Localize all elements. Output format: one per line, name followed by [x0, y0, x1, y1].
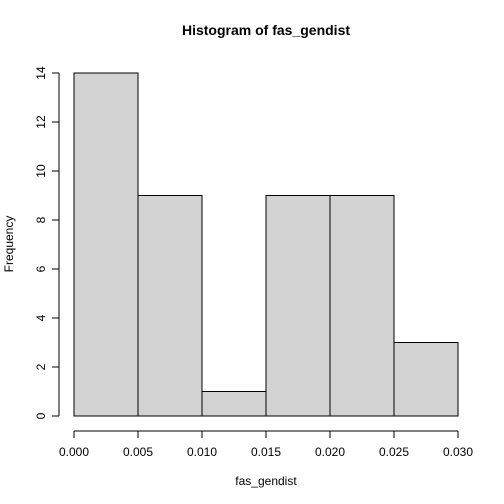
- y-tick-label: 6: [34, 265, 48, 272]
- y-tick-label: 10: [34, 164, 48, 178]
- histogram-bar: [137, 195, 203, 417]
- y-tick-label: 0: [34, 412, 48, 419]
- histogram-bar: [201, 391, 267, 417]
- x-tick-label: 0.030: [443, 445, 473, 459]
- histogram-bar: [265, 195, 331, 417]
- y-tick-label: 2: [34, 363, 48, 370]
- x-tick-label: 0.000: [59, 445, 89, 459]
- y-tick-label: 4: [34, 314, 48, 321]
- x-axis-label: fas_gendist: [235, 474, 297, 488]
- histogram-bar: [73, 72, 139, 417]
- x-tick-label: 0.005: [123, 445, 153, 459]
- x-tick-label: 0.025: [379, 445, 409, 459]
- x-tick-label: 0.020: [315, 445, 345, 459]
- y-tick-label: 8: [34, 216, 48, 223]
- x-tick-label: 0.015: [251, 445, 281, 459]
- histogram-bar: [393, 342, 459, 417]
- chart-title: Histogram of fas_gendist: [182, 22, 350, 38]
- y-tick-label: 12: [34, 115, 48, 129]
- y-tick-label: 14: [34, 66, 48, 80]
- x-tick-label: 0.010: [187, 445, 217, 459]
- y-axis: 0 2 4 6 8 10 12 14: [34, 66, 60, 419]
- x-axis: 0.000 0.005 0.010 0.015 0.020 0.025 0.030: [59, 430, 473, 459]
- y-axis-label: Frequency: [2, 216, 16, 273]
- histogram-bar: [329, 195, 395, 417]
- bars-group: [73, 72, 459, 417]
